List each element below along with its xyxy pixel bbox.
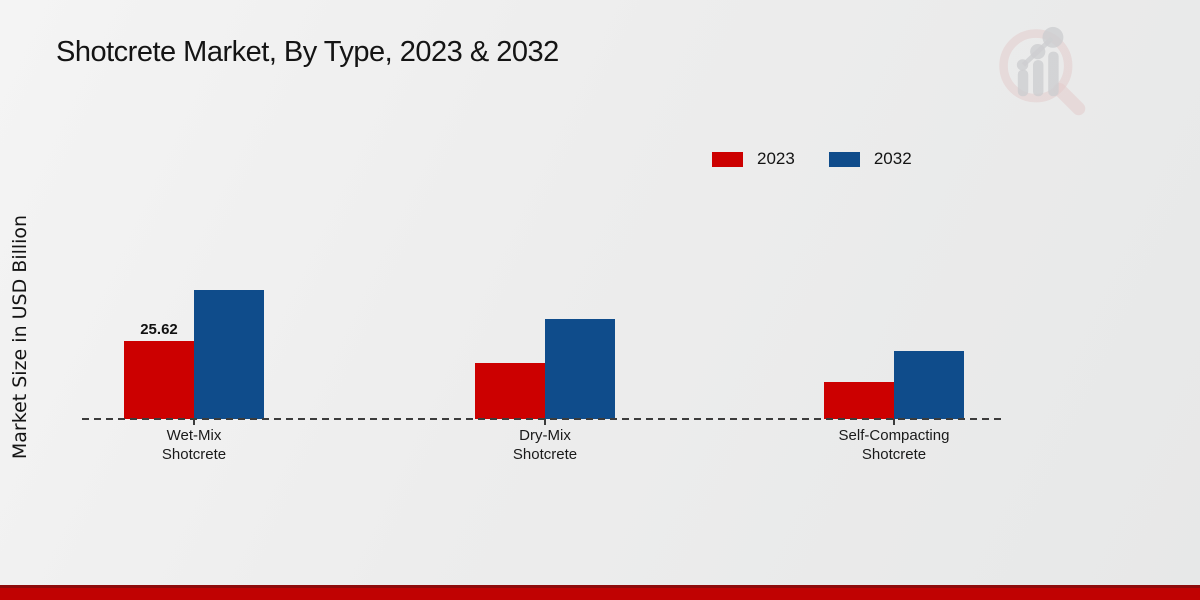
bar-2023-dry-mix-shotcrete: [475, 363, 545, 419]
x-axis-label-dry-mix-shotcrete: Dry-Mix Shotcrete: [512, 427, 578, 463]
bar-2023-wet-mix-shotcrete: [124, 341, 194, 419]
legend: 2023 2032: [712, 149, 912, 169]
legend-label-2032: 2032: [873, 149, 912, 168]
legend-item-2032: 2032: [828, 149, 912, 169]
bar-2032-dry-mix-shotcrete: [545, 319, 615, 419]
magnifier-icon: [999, 29, 1086, 116]
x-axis-tick-dry-mix-shotcrete: [544, 419, 546, 425]
footer-accent-bar: [0, 585, 1200, 600]
bar-chart-icon: [1016, 26, 1064, 97]
legend-swatch-2032: [828, 151, 860, 167]
chart-title: Shotcrete Market, By Type, 2023 & 2032: [56, 36, 559, 68]
mrfr-logo-watermark: [999, 26, 1086, 116]
bar-2023-self-compacting-shotcrete: [824, 382, 894, 419]
legend-label-2023: 2023: [757, 149, 795, 168]
x-axis-label-self-compacting-shotcrete: Self-Compacting Shotcrete: [838, 427, 950, 463]
x-axis-tick-wet-mix-shotcrete: [193, 419, 195, 425]
x-axis-tick-self-compacting-shotcrete: [893, 419, 895, 425]
bar-2032-wet-mix-shotcrete: [194, 290, 264, 419]
legend-item-2023: 2023: [712, 149, 795, 169]
x-axis-label-wet-mix-shotcrete: Wet-Mix Shotcrete: [161, 427, 227, 463]
legend-swatch-2023: [712, 151, 743, 167]
data-label-2023-wet-mix-shotcrete: 25.62: [140, 321, 178, 338]
bar-2032-self-compacting-shotcrete: [894, 351, 964, 419]
x-axis-line: [82, 418, 1005, 420]
